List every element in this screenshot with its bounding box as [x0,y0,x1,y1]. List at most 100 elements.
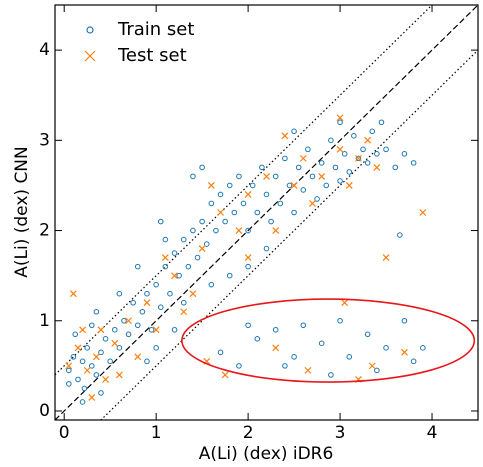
point [111,326,118,333]
point [102,336,109,342]
point [282,363,288,369]
point [286,182,293,189]
point [419,209,427,216]
point [93,372,100,378]
point [69,290,77,298]
point [88,394,96,401]
point [203,241,210,247]
y-tick-label: 4 [39,40,50,60]
point [291,128,297,135]
point [190,173,196,180]
point [245,263,251,270]
y-tick-label: 2 [39,221,50,241]
point [281,132,289,140]
point [171,326,178,333]
point [263,191,270,198]
point [382,254,390,262]
point [346,169,353,175]
y-axis-label: A(Li) (dex) CNN [12,146,32,277]
point [190,227,196,234]
legend-label: Train set [117,19,194,40]
point [300,322,307,329]
point [180,236,187,243]
point [125,331,132,338]
point [245,227,251,234]
point [144,290,150,297]
reference-line [100,49,478,420]
point [198,245,206,253]
point [162,263,169,270]
x-axis-label: A(Li) (dex) iDR6 [199,444,334,464]
point [226,272,233,279]
point [337,178,343,184]
point [176,272,182,279]
point [180,308,188,316]
legend-label: Test set [117,45,187,66]
point [383,345,389,351]
point [134,322,141,329]
point [199,164,205,171]
point [143,299,151,307]
point [263,172,270,180]
y-tick-label: 1 [39,311,50,331]
point [207,182,215,189]
point [171,250,178,256]
point [345,182,353,189]
point [72,331,79,338]
point [373,163,381,171]
point [162,236,169,243]
point [222,218,228,225]
point [171,272,178,280]
point [153,345,159,351]
point [98,349,104,356]
point [194,254,201,261]
point [290,182,298,189]
point [369,128,376,135]
point [254,209,261,216]
point [351,133,357,139]
point [217,209,224,216]
point [263,245,270,252]
point [79,399,86,405]
point [130,299,136,306]
point [397,232,403,238]
point [410,160,417,166]
point [134,263,141,270]
point [355,154,362,162]
x-tick-label: 1 [151,423,162,443]
point [420,345,426,351]
point [309,173,316,180]
legend-marker [84,50,96,62]
point [401,348,408,356]
point [98,390,104,396]
point [259,164,265,171]
y-tick-label: 3 [39,130,50,150]
x-tick-label: 2 [243,423,254,443]
point [328,137,334,144]
point [97,326,105,334]
point [378,119,385,126]
point [277,200,284,207]
point [383,146,389,153]
point [360,146,366,153]
point [185,263,192,270]
point [121,317,127,324]
point [374,367,380,374]
point [355,155,362,162]
point [167,290,173,297]
point [282,155,288,162]
point [157,218,164,225]
point [81,385,88,392]
point [336,145,344,153]
point [111,339,119,347]
point [226,182,233,189]
point [153,281,159,288]
point [374,151,380,157]
point [364,136,372,144]
highlight-ellipse [181,298,476,383]
point [125,317,132,325]
x-tick-label: 4 [427,423,438,443]
point [299,154,307,162]
point [300,187,307,193]
